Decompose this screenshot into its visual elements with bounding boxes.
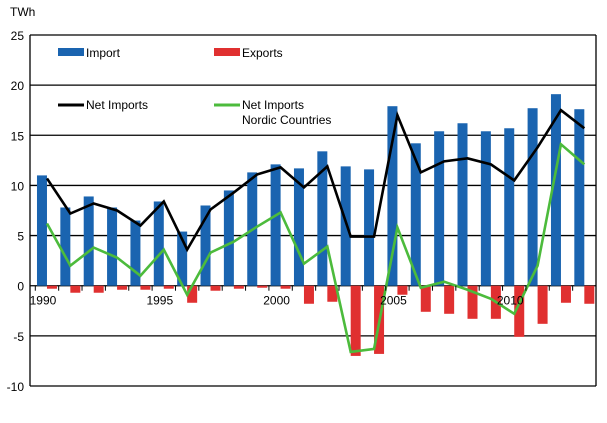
x-tick-label: 2000 (263, 294, 290, 308)
bar-import (177, 231, 188, 286)
bar-import (340, 166, 351, 286)
lines (45, 108, 586, 354)
bar-import (83, 196, 94, 286)
bar-import (504, 128, 515, 286)
bar-exports (350, 285, 361, 356)
bar-import (574, 109, 585, 286)
bar-import (107, 207, 118, 286)
y-tick-label: 25 (11, 29, 25, 43)
bar-exports (140, 285, 151, 290)
bar-exports (187, 285, 198, 303)
legend-swatch-import (58, 48, 84, 56)
bar-import (387, 106, 398, 286)
legend-label-exports: Exports (242, 46, 283, 60)
bar-exports (210, 285, 221, 291)
bar-import (293, 168, 304, 286)
bar-exports (514, 285, 525, 337)
bar-import (60, 207, 71, 286)
bars (36, 94, 595, 356)
y-tick-label: 15 (11, 129, 25, 143)
axes: 25 20 15 10 5 0 -5 -10 1990 1995 2000 2005 2010 (7, 29, 597, 394)
line-net-imports-nordic (45, 141, 586, 354)
x-tick-label: 2005 (380, 294, 407, 308)
legend-label-import: Import (86, 46, 121, 60)
bar-import (480, 131, 491, 286)
bar-exports (280, 285, 291, 289)
bar-exports (46, 285, 57, 289)
legend-label-net-imports: Net Imports (86, 98, 148, 112)
bar-exports (163, 285, 174, 289)
legend-swatch-exports (214, 48, 240, 56)
bar-exports (303, 285, 314, 304)
bar-exports (537, 285, 548, 324)
bar-exports (444, 285, 455, 314)
bar-import (317, 151, 328, 286)
bar-import (550, 94, 561, 286)
bar-import (270, 164, 281, 286)
bar-import (410, 143, 421, 286)
legend-label-nordic-line1: Net Imports (242, 98, 304, 112)
bar-import (153, 201, 164, 286)
bar-import (36, 175, 47, 286)
bar-import (457, 123, 468, 286)
bar-exports (117, 285, 128, 290)
y-tick-label: -10 (7, 380, 25, 394)
bar-exports (420, 285, 431, 312)
bar-import (130, 220, 141, 286)
bar-import (434, 131, 445, 286)
bar-exports (584, 285, 595, 304)
y-tick-label: 0 (17, 280, 24, 294)
bar-exports (560, 285, 571, 303)
bar-exports (467, 285, 478, 319)
legend: Import Exports Net Imports Net Imports N… (58, 46, 331, 127)
bar-import (527, 108, 538, 286)
y-tick-label: -5 (13, 330, 24, 344)
legend-label-nordic-line2: Nordic Countries (242, 113, 331, 127)
bar-import (364, 169, 375, 286)
x-tick-label: 2010 (497, 294, 524, 308)
bar-exports (70, 285, 81, 293)
bar-import (200, 205, 211, 286)
x-tick-label: 1990 (30, 294, 57, 308)
x-tick-label: 1995 (146, 294, 173, 308)
bar-exports (93, 285, 104, 293)
y-tick-label: 10 (11, 179, 25, 193)
y-axis-label: TWh (10, 5, 35, 19)
y-tick-label: 5 (17, 230, 24, 244)
bar-import (223, 190, 234, 286)
line-net-imports (45, 108, 586, 253)
bar-exports (397, 285, 408, 295)
bar-exports (233, 285, 244, 289)
bar-exports (257, 285, 268, 288)
bar-exports (327, 285, 338, 302)
y-tick-label: 20 (11, 79, 25, 93)
